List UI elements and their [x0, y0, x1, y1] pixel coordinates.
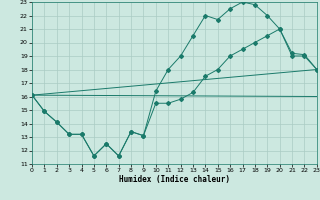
- X-axis label: Humidex (Indice chaleur): Humidex (Indice chaleur): [119, 175, 230, 184]
